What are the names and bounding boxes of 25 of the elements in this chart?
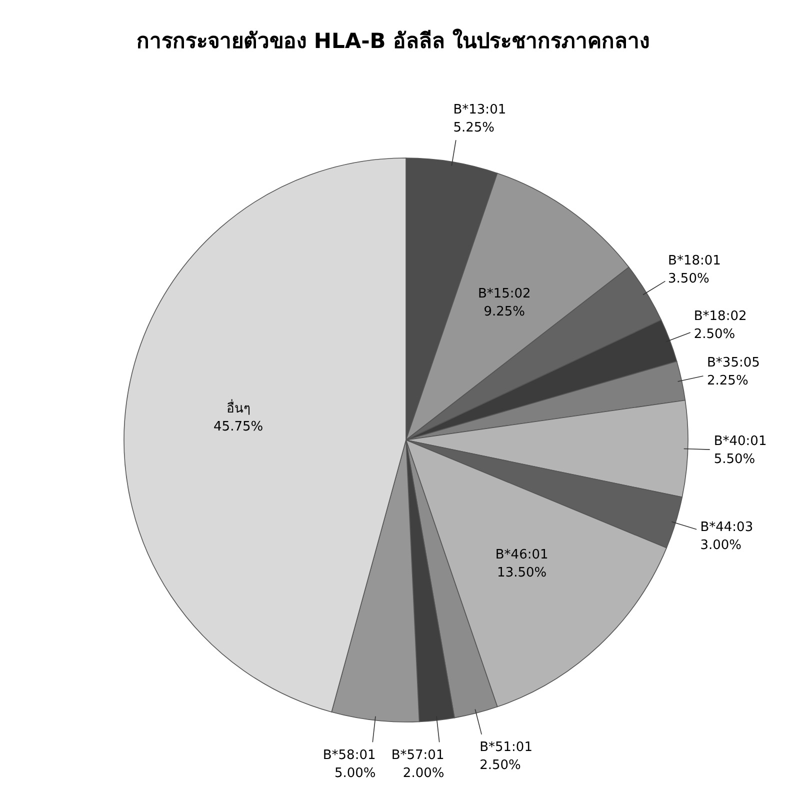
slice-label: B*58:01 [322, 748, 376, 764]
slice-label: B*18:02 [694, 308, 747, 324]
data-label: 5.00% [334, 766, 376, 782]
data-label: 2.25% [707, 373, 748, 388]
slice-label: B*46:01 [495, 547, 548, 562]
slice-label: B*15:02 [478, 286, 531, 302]
slice-label: B*44:03 [700, 520, 754, 535]
data-label: 9.25% [484, 304, 526, 320]
data-label: 2.50% [694, 326, 736, 342]
chart-title: การกระจายตัวของ HLA-B อัลลีล ในประชากรภาคกลาง [136, 28, 650, 53]
data-label: 5.25% [453, 120, 495, 136]
slice-label: B*51:01 [480, 740, 532, 755]
slice-label: อื่นๆ [226, 399, 250, 416]
slice-label: B*13:01 [453, 102, 506, 118]
slice-label: B*35:05 [707, 355, 760, 370]
slice-label: B*57:01 [391, 748, 444, 764]
slice-label: B*18:01 [668, 254, 721, 269]
data-label: 2.50% [480, 758, 521, 773]
slice-label: B*40:01 [714, 434, 767, 450]
data-label: 5.50% [714, 452, 756, 468]
data-label: 45.75% [214, 419, 264, 434]
data-label: 2.00% [402, 766, 444, 782]
data-label: 3.50% [668, 272, 710, 287]
data-label: 3.00% [700, 538, 742, 553]
data-label: 13.50% [497, 565, 547, 580]
